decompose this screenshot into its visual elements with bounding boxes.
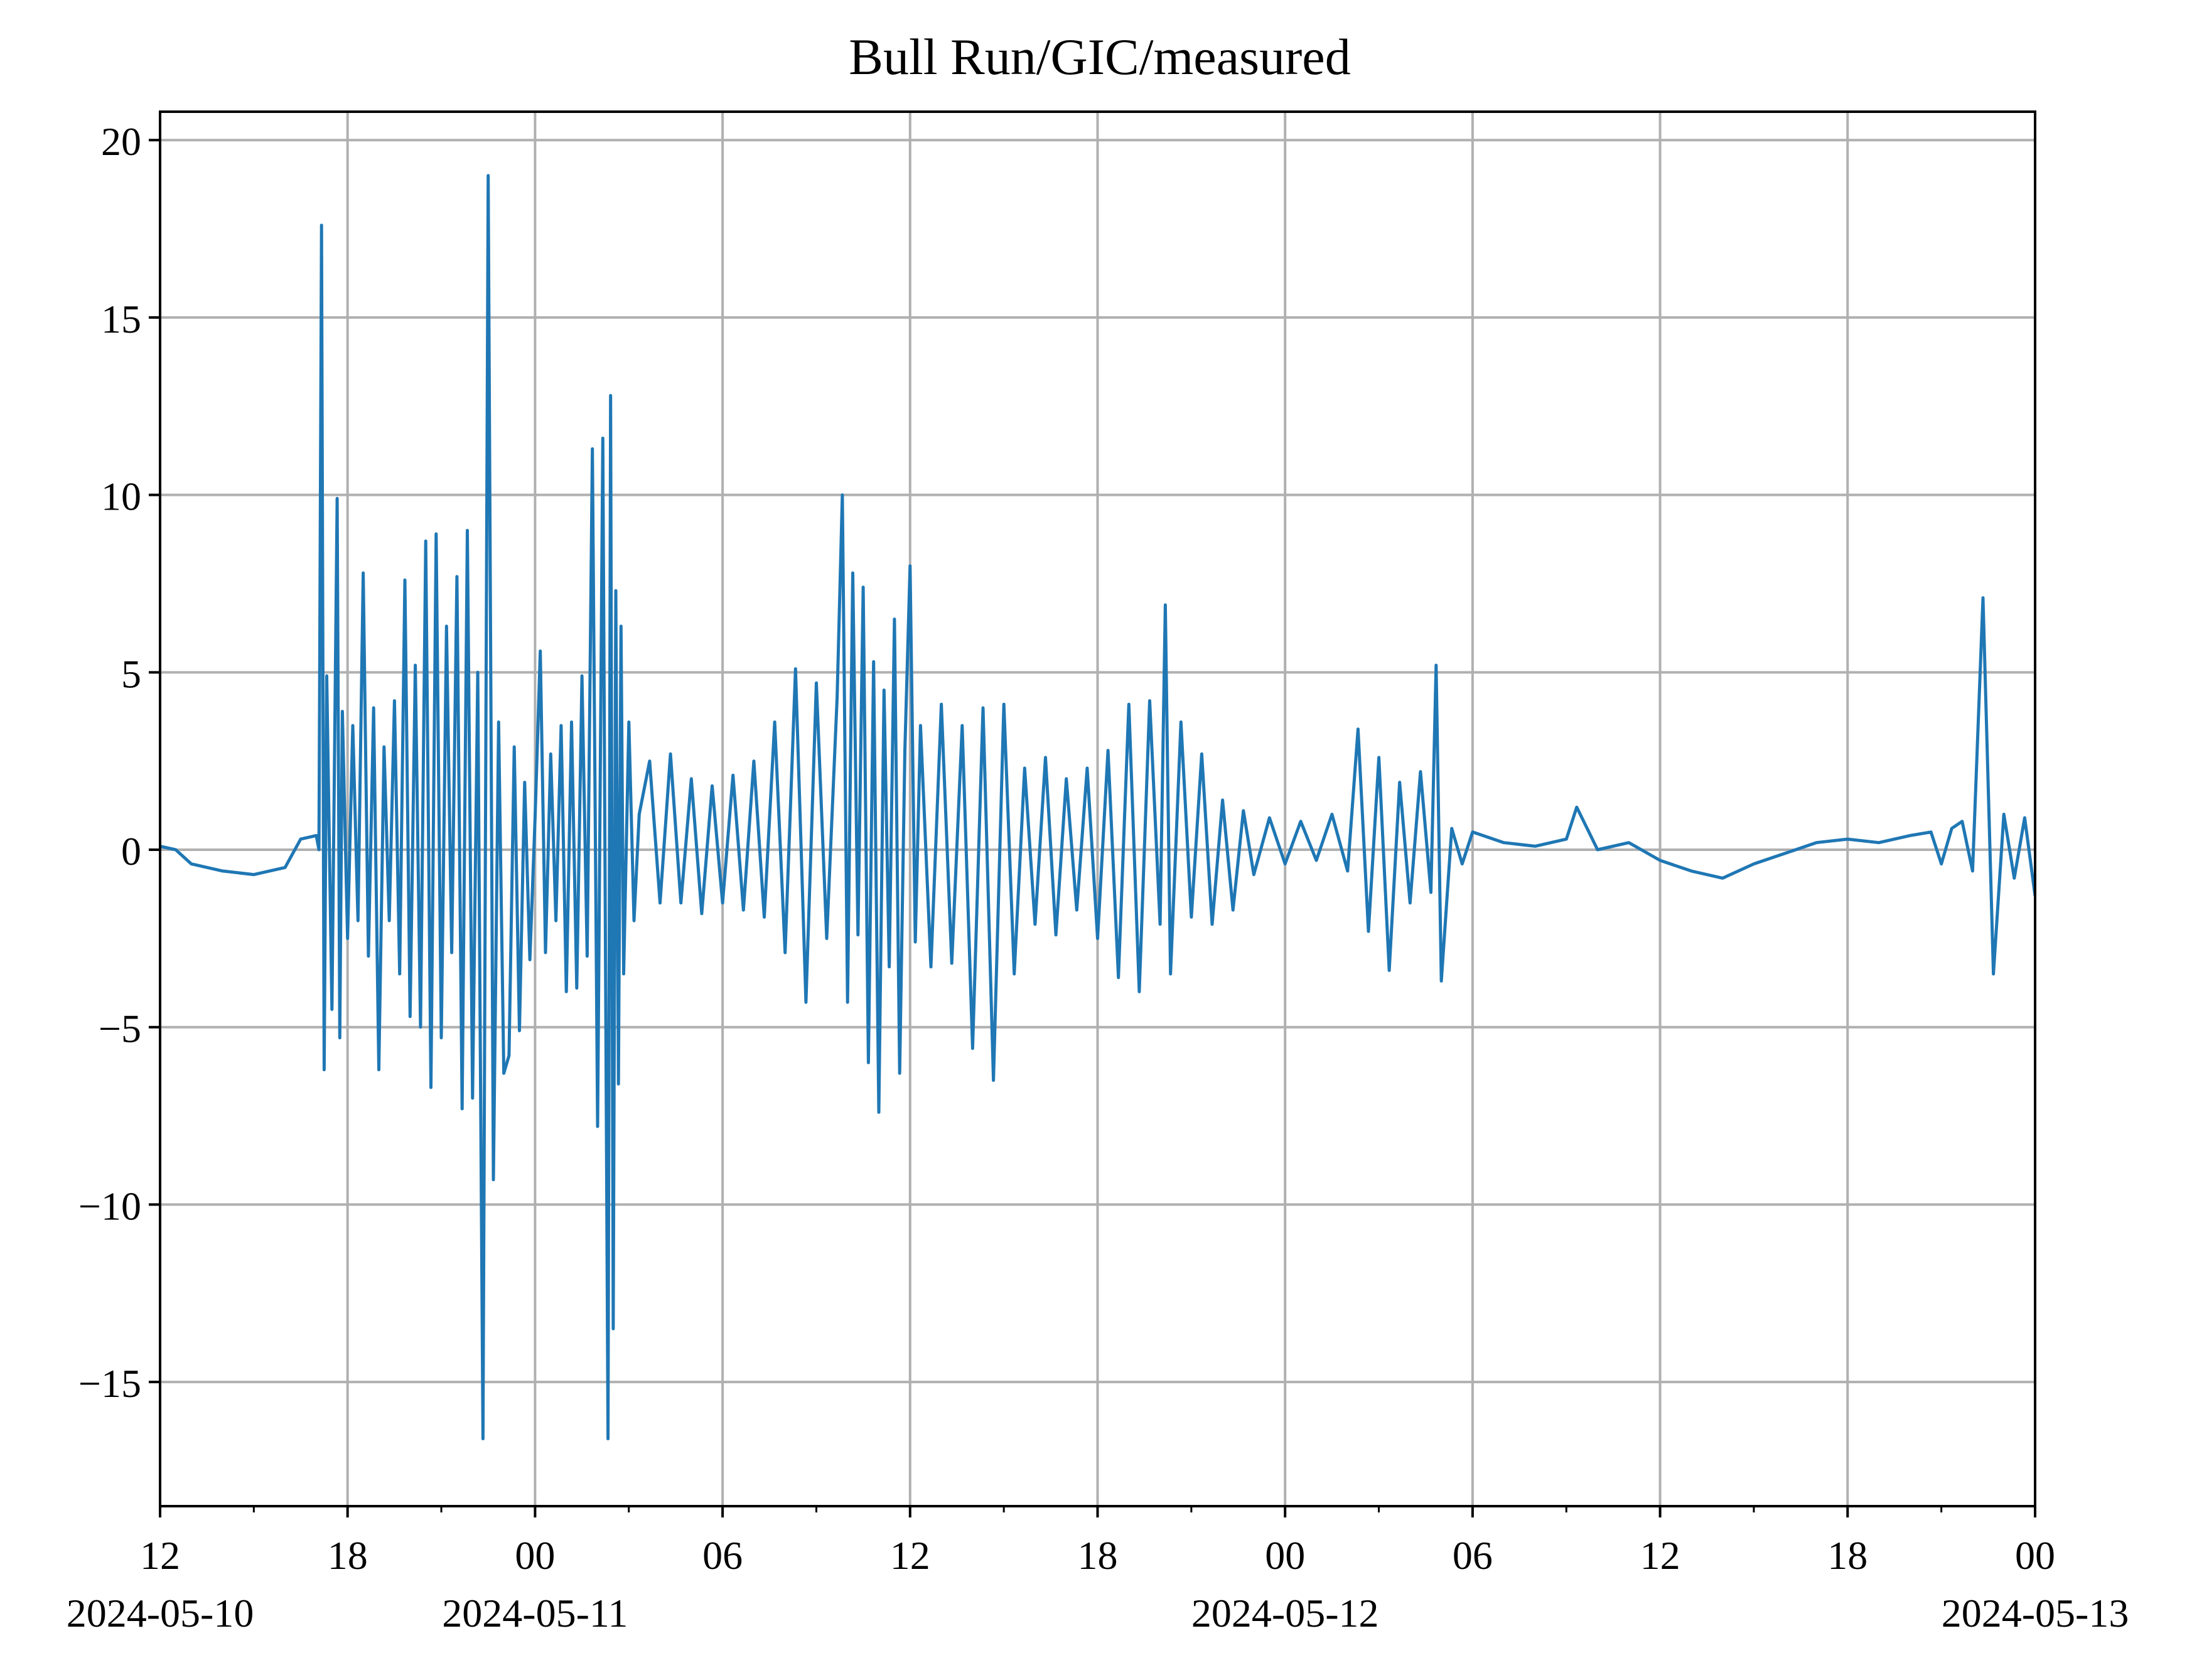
x-tick-label: 18 [1827,1533,1867,1578]
y-tick-label: −15 [78,1361,141,1406]
chart-title: Bull Run/GIC/measured [849,28,1350,85]
y-tick-label: 15 [101,297,141,341]
x-tick-label: 00 [515,1533,555,1578]
x-tick-date-label: 2024-05-10 [67,1591,254,1635]
x-tick-label: 00 [2015,1533,2055,1578]
x-tick-label: 18 [1078,1533,1118,1578]
series-layer [160,174,2035,1441]
gic-series-line [160,174,2035,1441]
x-tick-date-label: 2024-05-11 [442,1591,628,1635]
x-tick-label: 06 [702,1533,743,1578]
y-tick-label: 20 [101,119,141,164]
x-tick-date-label: 2024-05-12 [1191,1591,1379,1635]
x-tick-label: 12 [890,1533,930,1578]
x-tick-label: 12 [1640,1533,1680,1578]
x-tick-label: 00 [1265,1533,1305,1578]
y-tick-label: −5 [99,1007,141,1051]
x-tick-label: 18 [328,1533,368,1578]
x-tick-label: 06 [1453,1533,1493,1578]
x-tick-date-label: 2024-05-13 [1942,1591,2129,1635]
y-tick-label: −10 [78,1184,141,1228]
y-tick-label: 5 [121,651,141,696]
y-tick-label: 0 [121,829,141,874]
x-tick-label: 12 [140,1533,180,1578]
axis-ticks: 20 15 10 5 0 −5 −10 −15 12 2024-05-10 18 00 2024-05-… [67,119,2129,1635]
y-tick-label: 10 [101,474,141,519]
